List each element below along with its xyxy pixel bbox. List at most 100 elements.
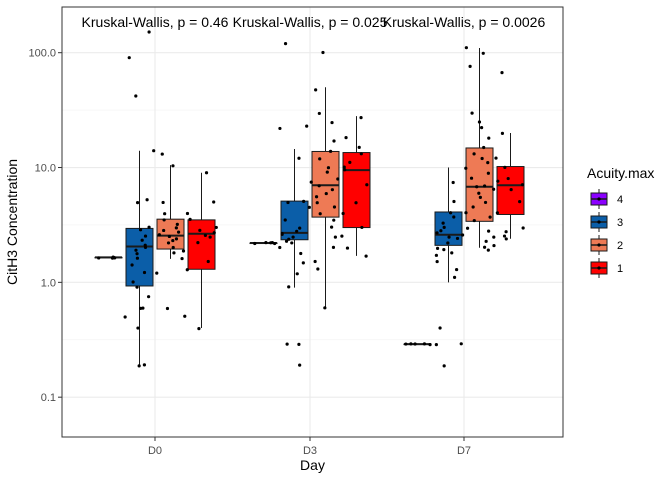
data-point (134, 94, 138, 98)
data-point (492, 187, 496, 191)
legend-label: 4 (617, 194, 623, 206)
data-point (480, 126, 484, 130)
data-point (464, 211, 468, 215)
data-point (459, 342, 463, 346)
data-point (285, 342, 289, 346)
data-point (208, 235, 212, 239)
data-point (364, 254, 368, 258)
data-point (434, 343, 438, 347)
data-point (464, 166, 468, 170)
data-point (135, 285, 139, 289)
box-body (187, 219, 216, 270)
data-point (318, 212, 322, 216)
data-point (142, 363, 147, 367)
panel-background (62, 7, 563, 437)
data-point (482, 245, 487, 249)
data-point (441, 221, 445, 225)
data-point (482, 184, 487, 188)
data-point (452, 215, 456, 219)
axes: 0.1 1.0 10.0 100.0 D0 D3 D7 Day CitH3 Concentrat… (4, 48, 471, 473)
data-point (328, 149, 333, 153)
data-point (113, 256, 117, 260)
legend-key-2 (588, 234, 610, 256)
data-point (435, 246, 440, 250)
data-point (166, 241, 171, 245)
data-point (253, 241, 257, 246)
data-point (278, 245, 282, 250)
data-point (521, 226, 525, 230)
data-point (447, 235, 451, 239)
data-point (97, 256, 101, 260)
data-point (309, 180, 313, 184)
data-point (428, 343, 432, 347)
data-point (175, 222, 179, 226)
data-point (287, 237, 291, 241)
data-point (301, 261, 305, 265)
data-point (140, 238, 144, 242)
data-point (145, 198, 149, 202)
data-point (280, 232, 284, 236)
data-point (155, 271, 159, 275)
data-point (465, 226, 470, 230)
plot-panel-border (61, 6, 564, 438)
data-point (439, 229, 443, 233)
data-point (486, 161, 490, 165)
box-D3-acuity-3 (280, 148, 309, 288)
data-point (317, 111, 321, 116)
y-axis-title: CitH3 Concentration (4, 159, 20, 285)
data-point (298, 226, 302, 230)
legend-key-point (597, 197, 601, 201)
box-body (342, 152, 371, 229)
data-point (438, 326, 442, 330)
kruskal-wallis-annotation: Kruskal-Wallis, p = 0.025 (233, 14, 388, 30)
data-point (197, 326, 201, 331)
data-point (134, 248, 138, 252)
data-point (345, 246, 350, 250)
data-point (435, 231, 439, 235)
data-point (487, 136, 491, 140)
data-point (286, 200, 290, 205)
data-point (330, 225, 334, 229)
data-point (295, 272, 299, 276)
data-point (318, 157, 322, 161)
box-D3-acuity-1 (342, 116, 371, 256)
data-point (333, 235, 337, 239)
data-point (448, 211, 453, 215)
data-point (472, 218, 476, 223)
legend-label: 2 (617, 240, 623, 252)
data-point (492, 235, 496, 239)
data-point (171, 245, 175, 250)
data-point (146, 295, 151, 299)
data-point (336, 177, 340, 181)
data-point (142, 270, 147, 275)
data-point (478, 195, 482, 199)
data-point (404, 342, 408, 346)
data-point (167, 234, 171, 239)
legend-key-point (597, 266, 601, 270)
data-point (330, 188, 334, 192)
data-point (460, 233, 465, 237)
data-point (214, 225, 218, 230)
data-point (348, 160, 352, 165)
data-point (302, 199, 306, 203)
x-axis-title: Day (300, 457, 325, 473)
data-point (324, 191, 328, 196)
data-point (343, 168, 347, 172)
data-point (486, 248, 490, 252)
data-point (127, 56, 131, 60)
data-point (163, 212, 167, 216)
legend: Acuity.max 4 3 2 1 (587, 165, 654, 279)
data-point (157, 233, 161, 237)
data-point (480, 156, 484, 161)
data-point (344, 135, 348, 140)
data-point (471, 205, 475, 209)
data-point (503, 165, 507, 169)
data-point (278, 126, 282, 131)
data-point (496, 179, 500, 183)
data-point (314, 88, 318, 92)
data-point (198, 228, 202, 232)
data-point (135, 201, 140, 205)
data-point (434, 253, 439, 257)
y-tick-label: 0.1 (41, 392, 56, 404)
